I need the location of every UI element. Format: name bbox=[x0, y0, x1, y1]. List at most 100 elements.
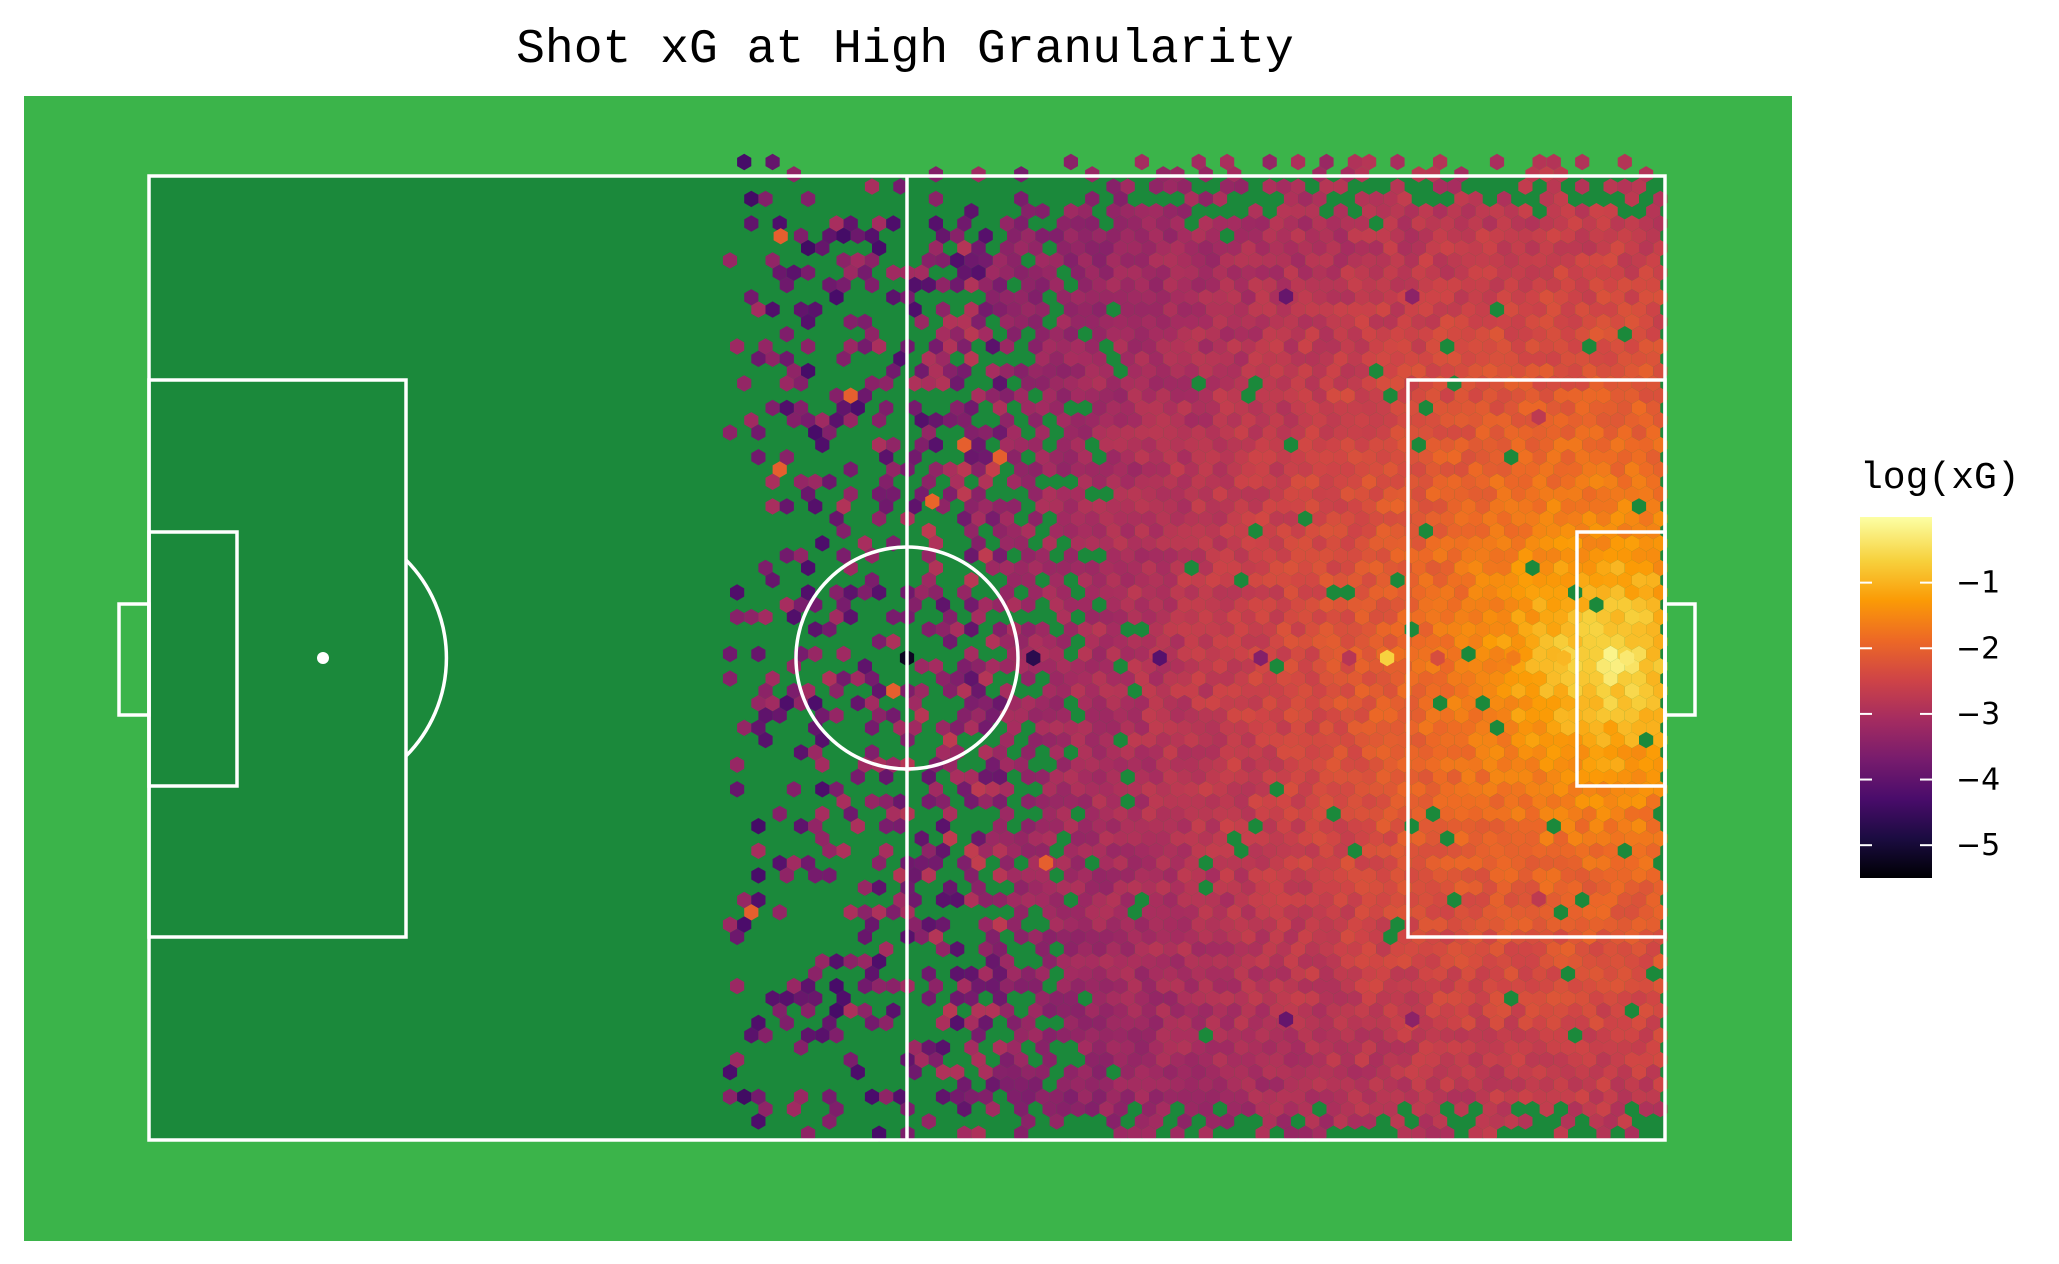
hex-bin bbox=[1411, 239, 1426, 257]
hex-bin bbox=[1553, 510, 1568, 527]
hex-bin bbox=[1475, 596, 1490, 613]
hex-bin bbox=[1603, 203, 1618, 220]
hex-bin bbox=[1433, 153, 1448, 171]
hex-bin bbox=[1220, 522, 1235, 540]
hex-bin bbox=[1283, 559, 1299, 577]
hex-bin bbox=[1205, 695, 1220, 712]
hex-bin bbox=[1425, 215, 1441, 232]
hex-bin bbox=[1568, 362, 1583, 380]
hex-bin bbox=[1035, 276, 1050, 294]
hex-bin bbox=[1021, 768, 1036, 786]
hex-bin bbox=[1596, 289, 1611, 306]
hex-bin bbox=[730, 608, 745, 626]
hex-bin bbox=[1269, 436, 1284, 454]
hex-bin bbox=[1376, 449, 1391, 466]
hex-bin bbox=[1425, 485, 1441, 503]
hex-bin bbox=[1482, 362, 1497, 380]
hex-bin bbox=[1539, 584, 1554, 601]
hex-bin bbox=[1212, 412, 1228, 429]
hex-bin bbox=[978, 695, 993, 712]
hex-bin bbox=[1163, 695, 1178, 712]
hex-bin bbox=[907, 719, 922, 736]
hex-bin bbox=[1596, 510, 1611, 527]
hex-bin bbox=[1319, 350, 1334, 367]
hex-bin bbox=[1035, 399, 1050, 417]
hex-bin bbox=[1461, 793, 1476, 810]
hex-bin bbox=[1212, 535, 1228, 552]
hex-bin bbox=[1205, 301, 1220, 318]
hex-bin bbox=[829, 781, 844, 798]
hex-bin bbox=[1070, 658, 1086, 675]
hex-bin bbox=[978, 547, 993, 564]
hex-bin bbox=[765, 572, 780, 589]
hex-bin bbox=[1212, 633, 1228, 650]
hex-bin bbox=[1198, 731, 1213, 749]
hex-bin bbox=[1063, 301, 1078, 318]
hex-bin bbox=[1539, 781, 1554, 798]
hex-bin bbox=[1170, 485, 1185, 503]
hex-bin bbox=[950, 252, 965, 269]
hex-bin bbox=[1560, 326, 1576, 343]
hex-bin bbox=[1205, 399, 1220, 417]
hex-bin bbox=[1170, 387, 1185, 404]
hex-bin bbox=[1234, 522, 1249, 540]
hex-bin bbox=[1475, 252, 1490, 269]
hex-bin bbox=[1489, 547, 1505, 564]
hex-bin bbox=[1482, 584, 1497, 601]
hex-bin bbox=[1184, 264, 1199, 281]
hex-bin bbox=[1056, 387, 1071, 404]
hex-bin bbox=[1390, 449, 1405, 466]
hex-bin bbox=[1035, 449, 1050, 466]
hex-bin bbox=[1276, 818, 1291, 835]
hex-bin bbox=[1390, 252, 1405, 269]
hex-bin bbox=[1092, 695, 1107, 712]
hex-bin bbox=[1631, 670, 1647, 687]
hex-bin bbox=[1191, 793, 1206, 810]
hex-bin bbox=[1291, 153, 1306, 171]
hex-bin bbox=[1191, 818, 1206, 835]
hex-bin bbox=[1504, 301, 1519, 318]
hex-bin bbox=[1568, 412, 1583, 429]
hex-bin bbox=[1198, 412, 1213, 429]
hex-bin bbox=[1134, 744, 1149, 761]
hex-bin bbox=[1603, 818, 1618, 835]
hex-bin bbox=[1078, 621, 1093, 638]
hex-bin bbox=[1198, 756, 1213, 773]
hex-bin bbox=[786, 264, 801, 281]
hex-bin bbox=[1191, 227, 1206, 244]
hex-bin bbox=[879, 473, 894, 490]
hex-bin bbox=[1347, 596, 1362, 613]
hex-bin bbox=[1319, 276, 1334, 294]
hex-bin bbox=[1433, 252, 1448, 269]
hex-bin bbox=[1383, 289, 1398, 306]
hex-bin bbox=[1568, 239, 1583, 257]
hex-bin bbox=[1461, 719, 1476, 736]
hex-bin bbox=[1468, 215, 1483, 232]
hex-bin bbox=[1440, 239, 1455, 257]
hex-bin bbox=[1518, 645, 1533, 663]
hex-bin bbox=[1347, 670, 1362, 687]
hex-bin bbox=[1603, 793, 1618, 810]
hex-bin bbox=[907, 399, 922, 417]
hex-bin bbox=[1078, 276, 1093, 294]
hex-bin bbox=[843, 215, 858, 232]
hex-bin bbox=[1028, 461, 1043, 478]
hex-bin bbox=[1163, 227, 1178, 244]
hex-bin bbox=[1518, 547, 1533, 564]
hex-bin bbox=[978, 498, 993, 515]
hex-bin bbox=[1461, 768, 1476, 786]
hex-bin bbox=[1191, 547, 1206, 564]
hex-bin bbox=[1482, 535, 1497, 552]
hex-bin bbox=[1347, 695, 1362, 712]
hex-bin bbox=[1504, 621, 1519, 638]
hex-bin bbox=[1319, 326, 1334, 343]
hex-bin bbox=[1177, 547, 1192, 564]
hex-bin bbox=[1255, 289, 1270, 306]
hex-bin bbox=[1589, 670, 1604, 687]
hex-bin bbox=[1631, 252, 1647, 269]
hex-bin bbox=[1198, 461, 1213, 478]
hex-bin bbox=[1291, 424, 1306, 441]
hex-bin bbox=[1070, 412, 1086, 429]
hex-bin bbox=[1120, 695, 1135, 712]
hex-bin bbox=[1482, 412, 1497, 429]
